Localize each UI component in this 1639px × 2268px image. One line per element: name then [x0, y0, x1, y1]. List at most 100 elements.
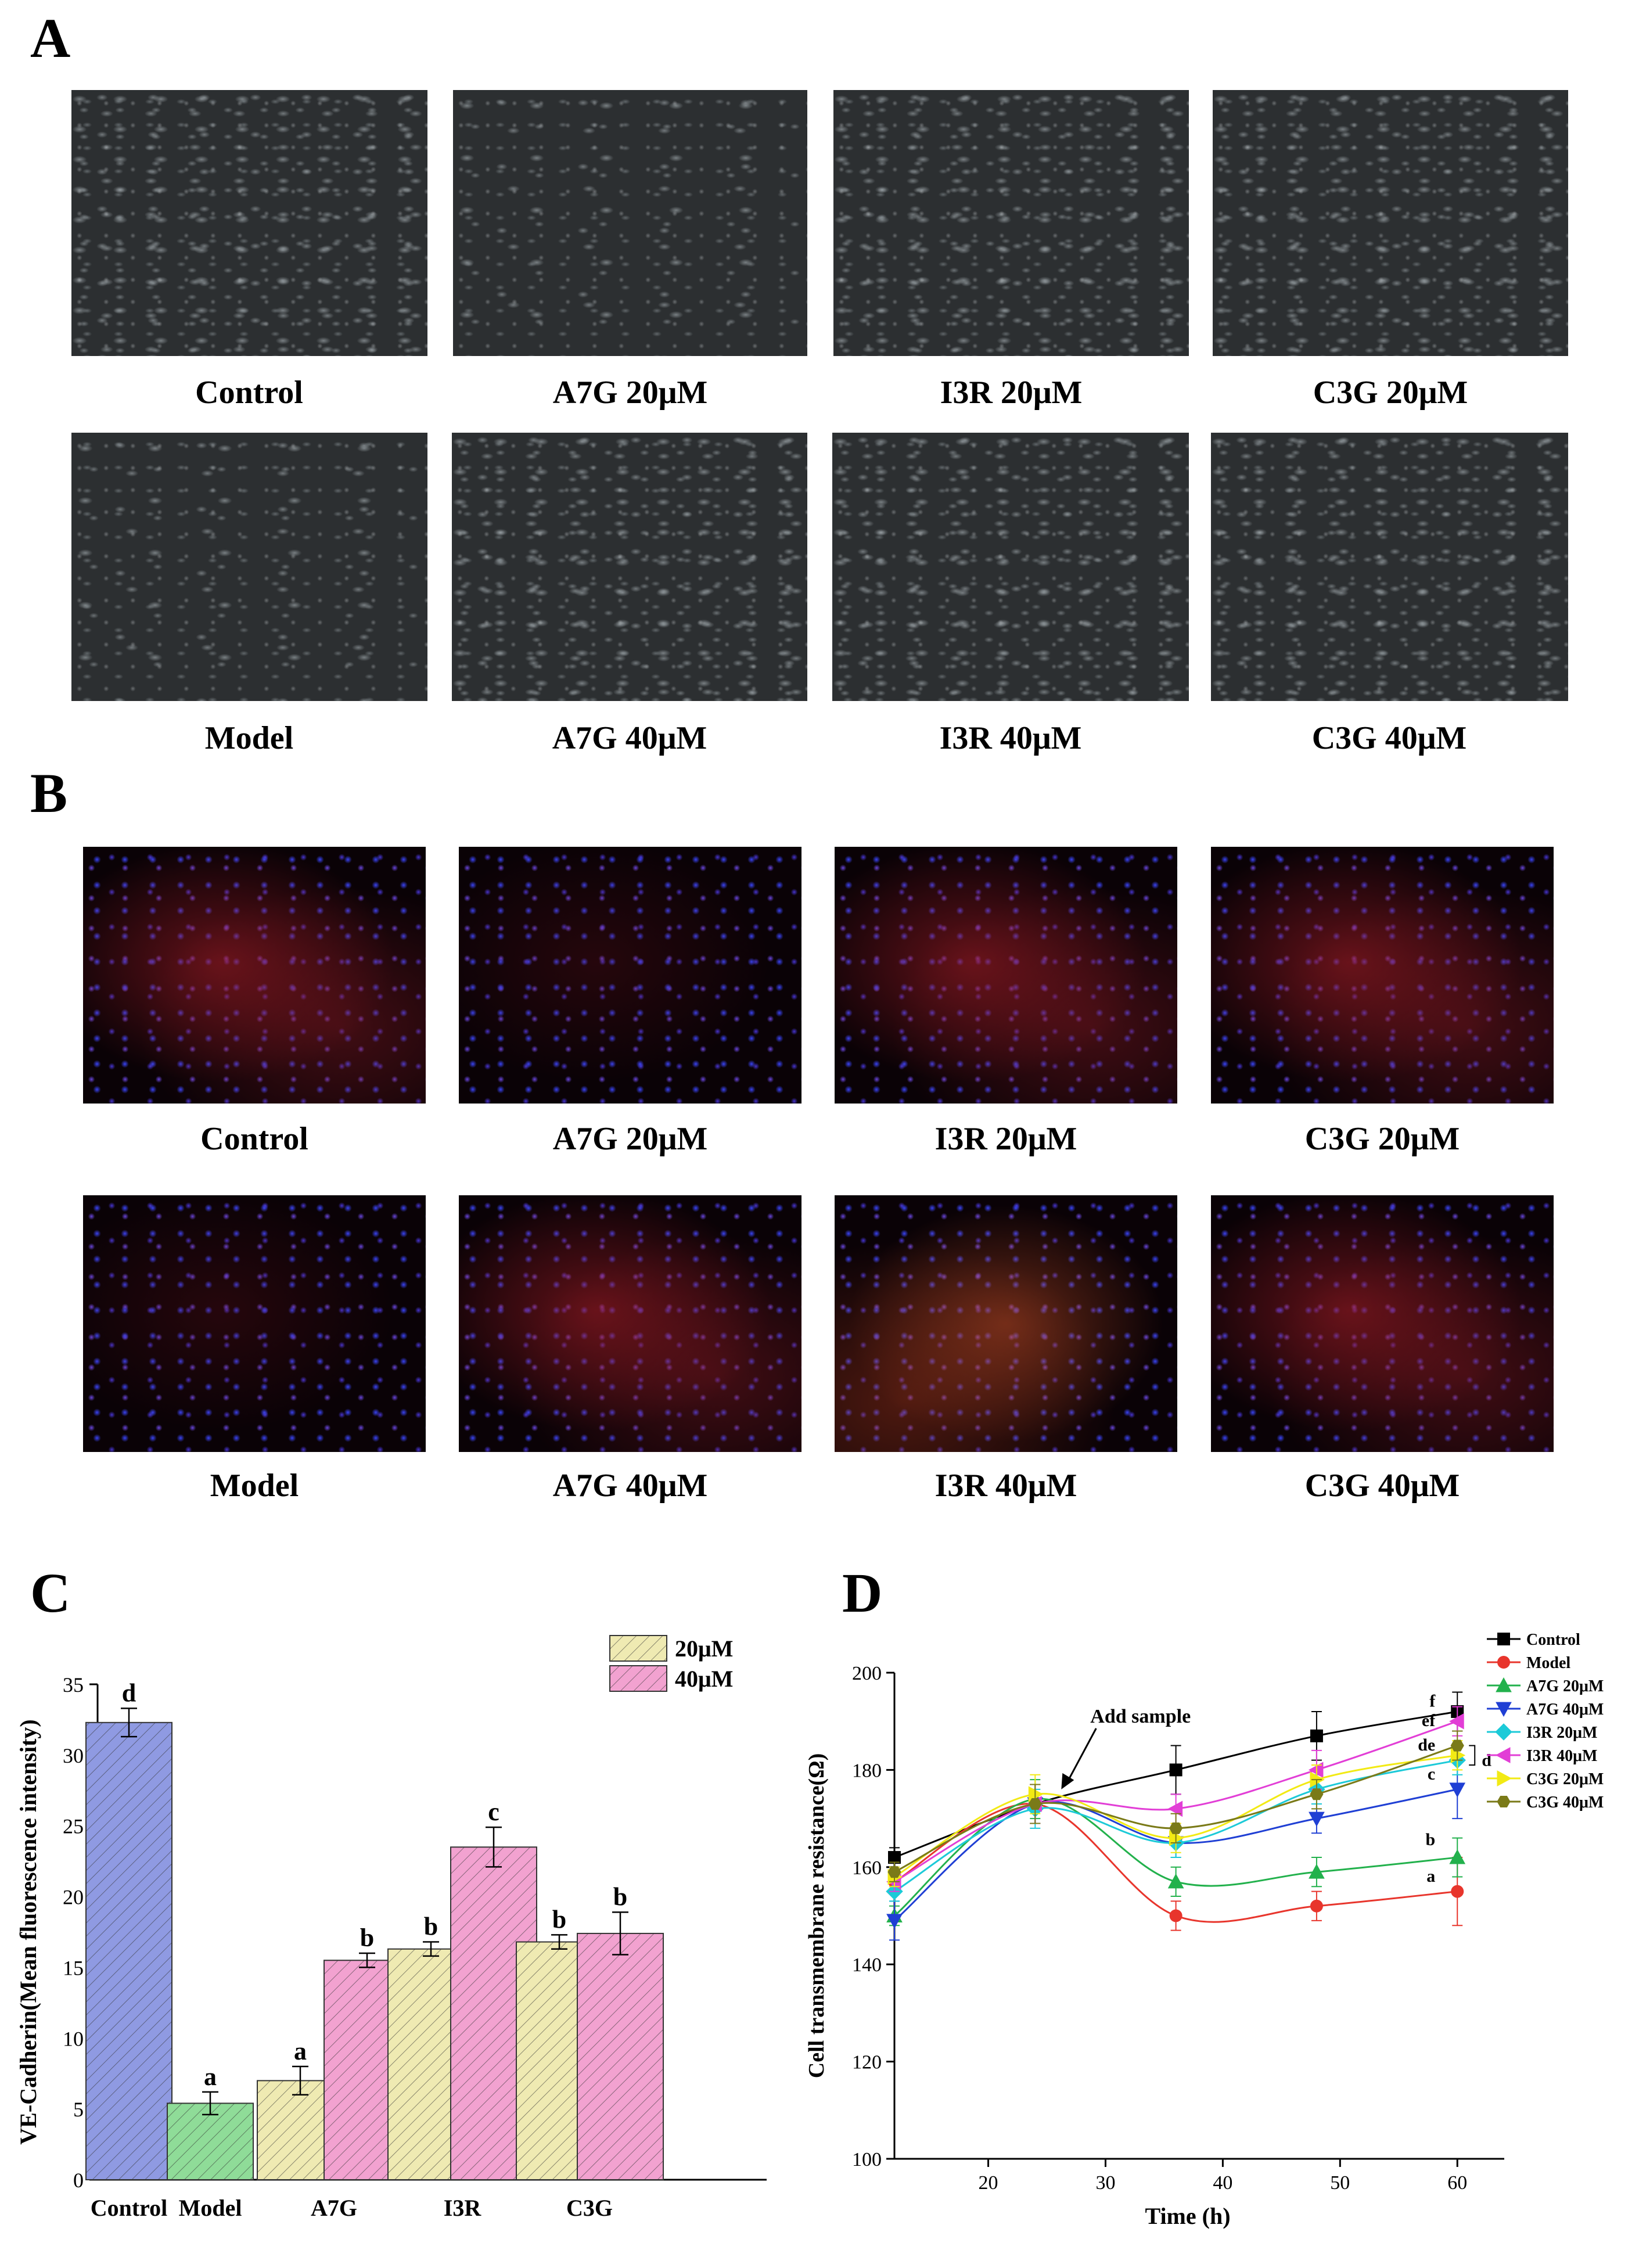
- caption-b-i3r-20: I3R 20μM: [934, 1121, 1077, 1157]
- significance-letter: b: [1426, 1830, 1436, 1849]
- legend-label: C3G 20μM: [1526, 1770, 1604, 1788]
- significance-bracket: [1469, 1745, 1476, 1766]
- y-tick-label: 120: [852, 2052, 882, 2073]
- annotation-text: Add sample: [1090, 1706, 1191, 1727]
- data-point-i3r-40-m: [1167, 1800, 1183, 1817]
- significance-letter: a: [294, 2037, 307, 2065]
- data-point-i3r-40-m: [1449, 1713, 1464, 1730]
- y-tick-label: 100: [852, 2149, 882, 2170]
- legend-marker: [1497, 1795, 1511, 1808]
- caption-b-control: Control: [200, 1121, 308, 1157]
- x-category-label: A7G: [311, 2195, 357, 2221]
- legend-marker: [1497, 1656, 1510, 1669]
- caption-a-a7g-40: A7G 40μM: [552, 720, 707, 756]
- caption-a-a7g-20: A7G 20μM: [552, 375, 708, 411]
- bar-hatch: [86, 1722, 172, 2180]
- panel-label-c: C: [30, 1562, 71, 1624]
- x-category-label: Model: [179, 2195, 242, 2221]
- x-tick-label: 60: [1447, 2172, 1467, 2194]
- legend-swatch-hatch: [610, 1636, 667, 1661]
- x-category-label: I3R: [444, 2195, 482, 2221]
- fluorescence-model: [83, 1195, 426, 1452]
- caption-b-a7g-20: A7G 20μM: [552, 1121, 708, 1157]
- data-point-a7g-20-m: [1309, 1864, 1325, 1879]
- micrograph-control: [71, 90, 427, 356]
- micrograph-i3r-20: [833, 90, 1189, 356]
- caption-b-model: Model: [210, 1468, 299, 1504]
- x-tick-label: 50: [1330, 2172, 1350, 2194]
- y-tick-label: 20: [63, 1886, 84, 1909]
- significance-letter: a: [204, 2062, 217, 2091]
- fluorescence-a7g-20: [459, 847, 801, 1104]
- data-point-a7g-40-m: [886, 1914, 903, 1929]
- y-tick-label: 35: [63, 1673, 84, 1696]
- fluorescence-i3r-20: [835, 847, 1177, 1104]
- caption-a-model: Model: [204, 720, 294, 756]
- micrograph-i3r-40: [832, 433, 1189, 701]
- significance-letter: ef: [1422, 1711, 1436, 1730]
- micrograph-c3g-40: [1211, 433, 1568, 701]
- bar-hatch: [577, 1933, 663, 2180]
- panel-label-a: A: [30, 7, 71, 69]
- bar-hatch: [167, 2103, 253, 2180]
- y-tick-label: 25: [63, 1815, 84, 1838]
- line-chart: 100 120 140 160 180 200 20 30 40 50 60 Time (h) Cell…: [804, 1631, 1604, 2229]
- significance-letter: f: [1429, 1692, 1436, 1711]
- panel-label-b: B: [30, 762, 68, 824]
- data-point-c3g-40-m: [887, 1866, 901, 1878]
- legend-label: I3R 20μM: [1526, 1724, 1597, 1742]
- legend-marker: [1495, 1747, 1511, 1763]
- legend-label: A7G 20μM: [1526, 1677, 1604, 1695]
- y-tick-label: 30: [63, 1744, 84, 1767]
- data-point-control: [888, 1851, 901, 1864]
- significance-letter: c: [488, 1798, 499, 1826]
- y-tick-label: 0: [73, 2169, 84, 2192]
- significance-letter: b: [424, 1913, 438, 1941]
- legend-marker: [1495, 1723, 1512, 1741]
- data-point-a7g-20-m: [1449, 1849, 1466, 1864]
- micrograph-c3g-20: [1213, 90, 1568, 356]
- series-line-model: [894, 1803, 1458, 1923]
- caption-a-c3g-40: C3G 40μM: [1311, 720, 1467, 756]
- caption-b-c3g-40: C3G 40μM: [1304, 1468, 1460, 1504]
- legend-label: A7G 40μM: [1526, 1701, 1604, 1719]
- data-point-c3g-40-m: [1169, 1822, 1183, 1834]
- y-axis-title: Cell transmembrane resistance(Ω): [804, 1753, 829, 2078]
- bar-chart: 0 5 10 15 20 25 30 35 VE-Cadherin(Mean fluoresce…: [15, 1635, 767, 2221]
- y-tick-label: 15: [63, 1956, 84, 1979]
- annotation-arrow: [1065, 1728, 1097, 1785]
- data-point-control: [1310, 1729, 1323, 1742]
- legend-label: I3R 40μM: [1526, 1747, 1597, 1765]
- legend-label: C3G 40μM: [1526, 1793, 1604, 1811]
- y-tick-label: 5: [73, 2098, 84, 2121]
- x-tick-label: 40: [1213, 2172, 1232, 2194]
- legend-label: Control: [1526, 1631, 1580, 1649]
- panel-label-d: D: [842, 1562, 883, 1624]
- significance-letter: a: [1426, 1867, 1435, 1886]
- legend-marker: [1496, 1677, 1512, 1692]
- fluorescence-i3r-40: [835, 1195, 1177, 1452]
- legend-swatch-hatch: [610, 1666, 667, 1691]
- caption-b-c3g-20: C3G 20μM: [1304, 1121, 1460, 1157]
- data-point-control: [1169, 1763, 1182, 1777]
- legend-label: 20μM: [675, 1636, 733, 1662]
- micrograph-model: [71, 433, 427, 701]
- x-axis-title: Time (h): [1145, 2203, 1230, 2229]
- y-axis-title: VE-Cadherin(Mean fluorescence intensity): [15, 1719, 41, 2145]
- data-point-c3g-40-m: [1450, 1739, 1464, 1752]
- data-point-a7g-20-m: [1167, 1873, 1184, 1889]
- caption-a-i3r-40: I3R 40μM: [939, 720, 1082, 756]
- caption-a-control: Control: [195, 375, 303, 411]
- significance-letter: d: [1482, 1751, 1491, 1770]
- series-line-a7g-20-m: [894, 1798, 1458, 1917]
- x-category-label: C3G: [566, 2195, 613, 2221]
- data-point-model: [1451, 1885, 1464, 1898]
- fluorescence-c3g-40: [1211, 1195, 1554, 1452]
- caption-a-c3g-20: C3G 20μM: [1313, 375, 1468, 411]
- fluorescence-control: [83, 847, 426, 1104]
- legend-marker: [1497, 1633, 1510, 1645]
- legend-marker: [1497, 1770, 1512, 1787]
- micrograph-a7g-20: [453, 90, 807, 356]
- significance-letter: de: [1418, 1735, 1435, 1755]
- data-point-a7g-40-m: [1309, 1811, 1325, 1827]
